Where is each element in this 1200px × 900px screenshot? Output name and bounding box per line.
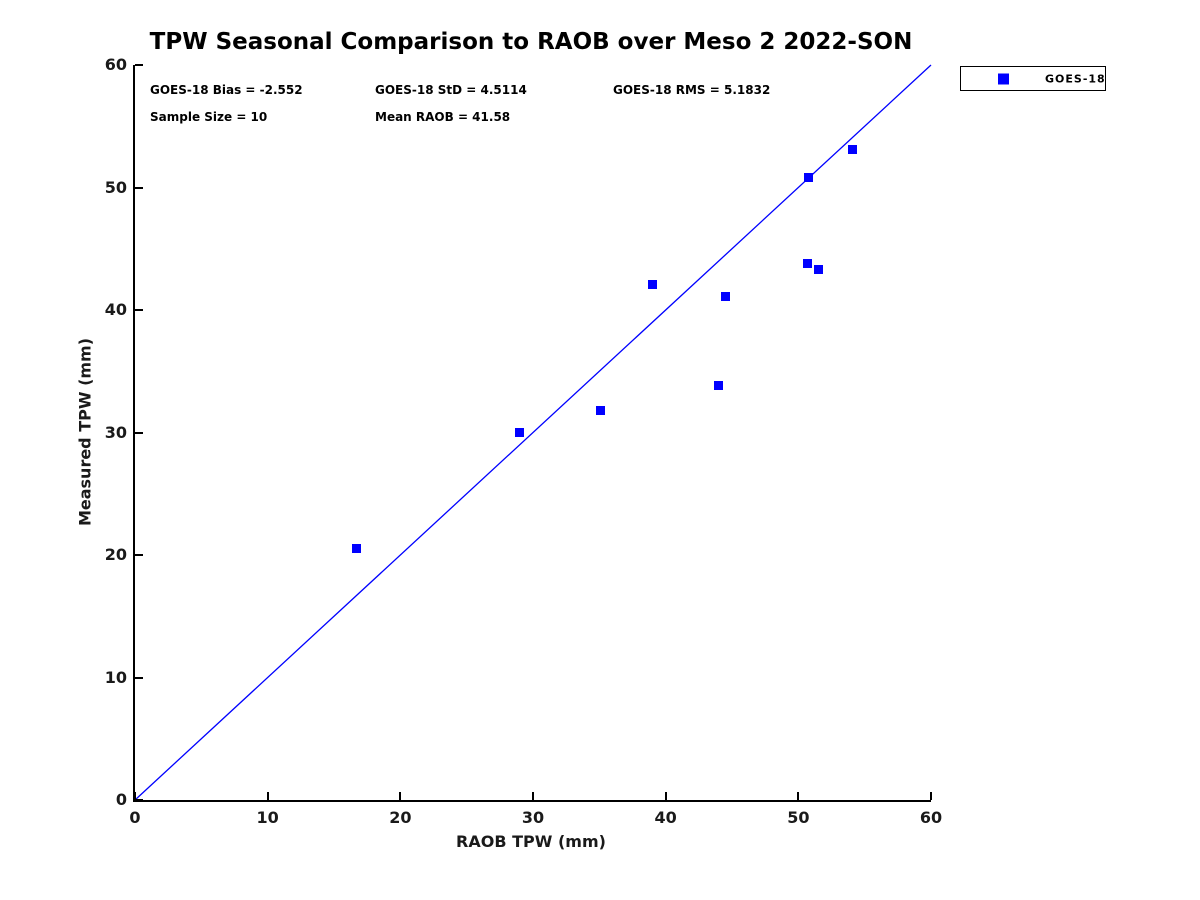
x-axis-label: RAOB TPW (mm) — [456, 832, 606, 851]
y-tick-label: 60 — [104, 55, 127, 74]
data-point — [352, 544, 362, 554]
x-tick — [532, 792, 534, 800]
data-point — [647, 279, 657, 289]
x-tick — [797, 792, 800, 800]
y-tick-label: 0 — [115, 790, 127, 809]
y-tick-label: 50 — [104, 177, 127, 197]
y-tick-label: 30 — [104, 422, 127, 442]
stat-mean-raob: Mean RAOB = 41.58 — [375, 110, 511, 124]
y-tick — [135, 431, 143, 434]
stat-std: GOES-18 StD = 4.5114 — [375, 83, 527, 97]
stat-sample-size: Sample Size = 10 — [150, 110, 268, 124]
x-tick-label: 20 — [389, 808, 412, 827]
y-tick — [135, 799, 143, 801]
data-point — [803, 258, 813, 268]
y-tick — [135, 554, 143, 556]
y-tick — [135, 64, 143, 66]
legend: GOES-18 — [960, 66, 1106, 91]
data-point — [515, 428, 525, 437]
plot-area: 0 10 20 30 40 50 60 0 10 20 30 40 50 60 — [105, 55, 942, 827]
x-tick-label: 0 — [129, 808, 141, 827]
y-axis-label: Measured TPW (mm) — [75, 337, 95, 527]
data-point — [813, 265, 823, 275]
data-point — [848, 145, 858, 155]
x-tick-label: 50 — [787, 808, 810, 827]
x-tick — [664, 792, 667, 800]
legend-marker-square-icon — [998, 73, 1009, 84]
x-tick — [134, 792, 136, 800]
one-to-one-line — [134, 64, 932, 801]
x-tick — [399, 792, 402, 800]
x-tick-label: 10 — [256, 808, 279, 827]
stat-bias: GOES-18 Bias = -2.552 — [150, 83, 303, 97]
reference-line-layer — [134, 64, 932, 801]
x-tick-label: 40 — [654, 808, 677, 827]
legend-label: GOES-18 — [1045, 72, 1106, 85]
y-tick-label: 40 — [104, 300, 127, 319]
data-point — [596, 405, 606, 415]
x-tick — [930, 792, 932, 800]
y-tick-label: 20 — [104, 545, 127, 564]
x-tick-label: 60 — [919, 808, 943, 827]
x-tick — [266, 792, 269, 800]
data-point — [804, 173, 814, 183]
y-tick — [135, 309, 143, 311]
x-tick-label: 30 — [521, 808, 545, 827]
y-tick — [135, 676, 143, 679]
data-point — [714, 381, 724, 391]
y-tick — [135, 186, 143, 189]
stat-rms: GOES-18 RMS = 5.1832 — [613, 83, 771, 97]
data-point — [720, 292, 730, 302]
chart-title: TPW Seasonal Comparison to RAOB over Mes… — [149, 29, 913, 55]
y-tick-label: 10 — [104, 667, 127, 687]
